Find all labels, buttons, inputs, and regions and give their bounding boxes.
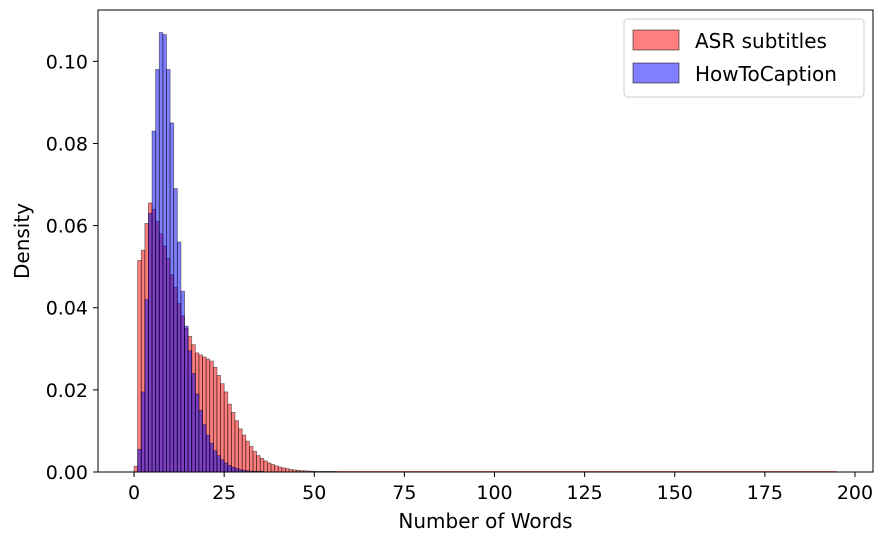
bar-howtocaption [216, 455, 221, 473]
bar-howtocaption [162, 34, 167, 473]
bar-howtocaption [140, 391, 146, 473]
bar-howtocaption [137, 449, 142, 473]
bar-howtocaption [187, 350, 193, 473]
bar-howtocaption [169, 122, 175, 473]
plot-area-frame [97, 9, 874, 473]
bar-howtocaption [148, 212, 153, 473]
bar-asr-subtitles [281, 467, 286, 473]
y-tick-label: 0.08 [46, 133, 88, 155]
bar-asr-subtitles [220, 383, 225, 473]
x-tick-label: 200 [837, 482, 873, 504]
bar-howtocaption [209, 442, 214, 473]
legend-swatch-asr-subtitles [632, 29, 680, 51]
bar-asr-subtitles [267, 462, 272, 473]
legend: ASR subtitles HowToCaption [623, 18, 865, 98]
x-axis-ticks: 0 25 50 75 100 125 150 175 200 [128, 472, 873, 504]
bar-howtocaption [180, 290, 185, 473]
x-tick-label: 150 [657, 482, 693, 504]
bar-howtocaption [173, 188, 178, 473]
x-tick-label: 100 [476, 482, 512, 504]
bar-howtocaption [234, 467, 239, 473]
y-axis-ticks: 0.00 0.02 0.04 0.06 0.08 0.10 [46, 51, 98, 484]
bar-asr-subtitles [137, 260, 142, 473]
x-tick-label: 25 [212, 482, 236, 504]
bar-asr-subtitles [259, 458, 265, 473]
bar-asr-subtitles [234, 420, 239, 473]
bar-asr-subtitles [238, 428, 243, 473]
bar-howtocaption [227, 465, 232, 473]
bar-asr-subtitles [274, 465, 279, 473]
legend-swatch-howtocaption [632, 62, 680, 84]
bar-howtocaption [155, 69, 160, 473]
bar-howtocaption [184, 325, 189, 473]
bar-howtocaption [151, 130, 157, 473]
y-axis-label: Density [10, 203, 34, 279]
x-tick-label: 0 [128, 482, 140, 504]
bar-asr-subtitles [263, 460, 268, 473]
x-tick-label: 75 [392, 482, 416, 504]
bar-howtocaption [202, 424, 207, 473]
bar-asr-subtitles [256, 455, 261, 473]
bar-howtocaption [198, 409, 203, 473]
bar-howtocaption [191, 373, 196, 473]
legend-box [623, 18, 865, 98]
bar-asr-subtitles [133, 465, 139, 473]
bar-howtocaption [223, 462, 229, 473]
bar-asr-subtitles [230, 412, 236, 473]
bar-howtocaption [212, 450, 218, 473]
bar-asr-subtitles [252, 451, 257, 473]
y-tick-label: 0.06 [46, 216, 88, 238]
bar-asr-subtitles [245, 440, 250, 473]
bar-howtocaption [194, 393, 200, 473]
legend-label-howtocaption: HowToCaption [695, 62, 837, 86]
y-tick-label: 0.02 [46, 380, 88, 402]
bar-howtocaption [220, 459, 225, 473]
x-axis-label: Number of Words [398, 509, 572, 533]
bar-asr-subtitles [241, 434, 247, 473]
y-tick-label: 0.04 [46, 298, 88, 320]
y-tick-label: 0.00 [46, 462, 88, 484]
bar-asr-subtitles [223, 391, 229, 473]
bar-howtocaption [230, 466, 236, 473]
legend-label-asr-subtitles: ASR subtitles [695, 29, 827, 53]
bar-howtocaption [166, 69, 171, 473]
x-tick-label: 125 [566, 482, 602, 504]
bar-asr-subtitles [227, 403, 232, 473]
x-tick-label: 50 [302, 482, 326, 504]
x-tick-label: 175 [747, 482, 783, 504]
bar-howtocaption [176, 241, 182, 473]
bar-asr-subtitles [248, 446, 254, 473]
bar-howtocaption [144, 299, 149, 473]
bar-howtocaption [158, 32, 164, 473]
bar-asr-subtitles [277, 466, 283, 473]
bar-asr-subtitles [270, 464, 276, 473]
y-tick-label: 0.10 [46, 51, 88, 73]
bar-howtocaption [205, 434, 211, 473]
